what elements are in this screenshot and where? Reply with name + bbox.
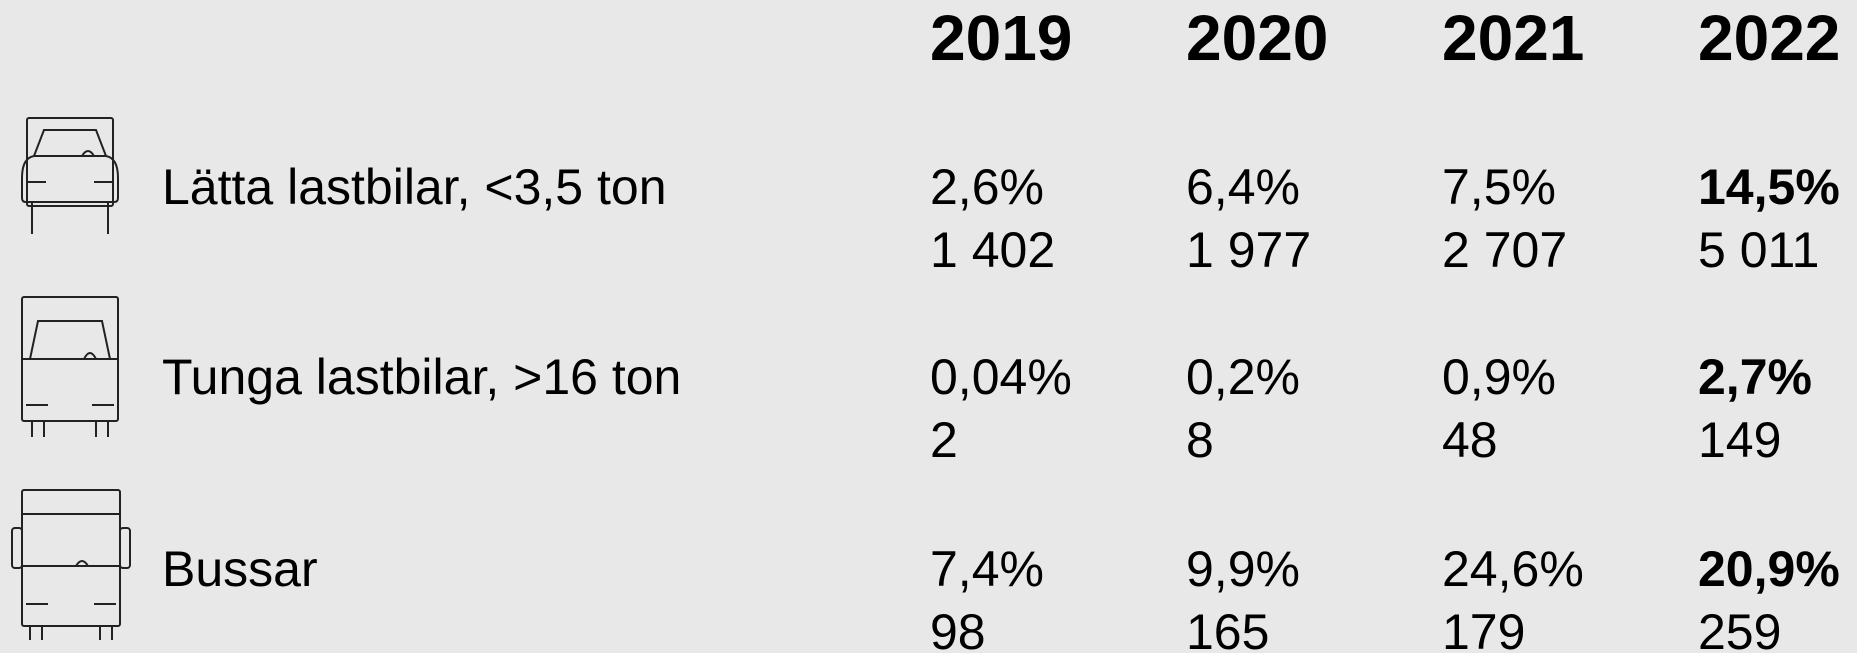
count-cell: 165 [1186,604,1269,653]
count-cell: 1 402 [930,222,1055,278]
count-cell: 48 [1442,412,1498,468]
share-cell: 9,9% [1186,541,1300,597]
column-header: 2021 [1442,2,1584,74]
count-cell: 1 977 [1186,222,1311,278]
column-header: 2020 [1186,2,1328,74]
row-label: Bussar [162,541,318,597]
row-label: Lätta lastbilar, <3,5 ton [162,159,667,215]
count-cell: 2 707 [1442,222,1567,278]
row-label: Tunga lastbilar, >16 ton [162,349,681,405]
share-cell: 7,5% [1442,159,1556,215]
share-cell: 7,4% [930,541,1044,597]
column-header: 2019 [930,2,1072,74]
count-cell: 149 [1698,412,1781,468]
count-cell: 179 [1442,604,1525,653]
share-cell: 0,9% [1442,349,1556,405]
share-cell: 14,5% [1698,159,1840,215]
count-cell: 259 [1698,604,1781,653]
share-cell: 20,9% [1698,541,1840,597]
share-cell: 6,4% [1186,159,1300,215]
count-cell: 8 [1186,412,1214,468]
share-cell: 0,04% [930,349,1072,405]
share-cell: 24,6% [1442,541,1584,597]
count-cell: 98 [930,604,986,653]
share-cell: 2,7% [1698,349,1812,405]
share-cell: 0,2% [1186,349,1300,405]
bus-icon [11,489,131,640]
count-cell: 5 011 [1698,222,1819,278]
share-cell: 2,6% [930,159,1044,215]
light-truck-icon [21,117,119,234]
heavy-truck-icon [21,296,119,437]
column-header: 2022 [1698,2,1840,74]
count-cell: 2 [930,412,958,468]
